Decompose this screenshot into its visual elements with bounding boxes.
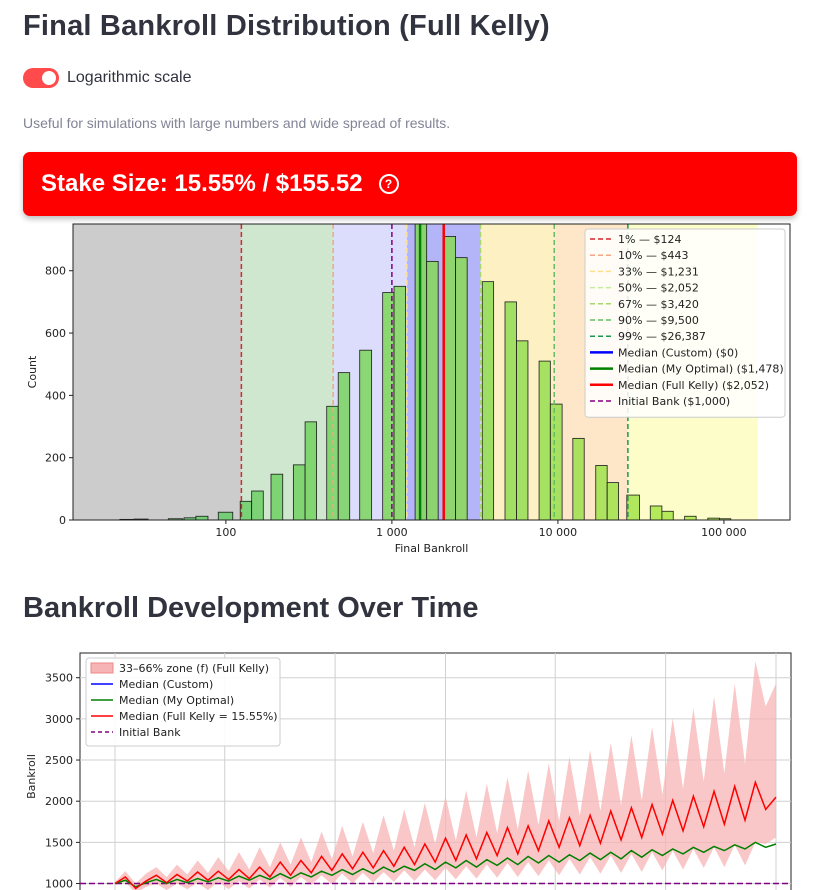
legend-box <box>85 657 281 747</box>
legend-label: Median (Custom) <box>119 678 213 691</box>
legend-label: 99% — $26,387 <box>618 330 706 343</box>
log-scale-label: Logarithmic scale <box>67 69 192 86</box>
y-axis-label: Bankroll <box>25 754 38 799</box>
median-my-optimal-line <box>114 841 777 888</box>
legend-label: 10% — $443 <box>618 249 688 262</box>
page-title: Final Bankroll Distribution (Full Kelly) <box>23 10 550 42</box>
x-tick-label: 100 <box>215 526 236 539</box>
legend-label: Initial Bank ($1,000) <box>618 395 730 408</box>
histogram-legend: 1% — $124 10% — $443 33% — $1,231 50% — $2,… <box>584 228 786 418</box>
y-tick-label: 0 <box>59 514 66 527</box>
histogram-bar <box>382 292 395 520</box>
legend-label: 50% — $2,052 <box>618 282 699 295</box>
log-scale-toggle[interactable] <box>23 68 59 88</box>
histogram-bar <box>661 510 674 520</box>
y-tick-label: 800 <box>45 265 66 278</box>
histogram-bar <box>304 421 318 520</box>
y-tick-label: 2500 <box>45 754 73 767</box>
kelly-33-66-zone <box>115 661 776 890</box>
percentile-zone-1 <box>241 224 334 520</box>
histogram-bar <box>549 403 563 520</box>
legend-label: Median (Full Kelly = 15.55%) <box>119 710 278 723</box>
y-tick-label: 400 <box>45 389 66 402</box>
x-tick-label: 10 000 <box>539 526 578 539</box>
histogram-bar <box>684 515 697 520</box>
log-scale-toggle-row[interactable]: Logarithmic scale <box>23 68 192 88</box>
histogram-bar <box>443 236 457 520</box>
legend-box <box>584 228 786 418</box>
final-bankroll-histogram: 0 200 400 600 800 100 1 000 10 000 100 000 Final … <box>26 223 791 555</box>
y-tick-label: 600 <box>45 327 66 340</box>
x-axis-label: Final Bankroll <box>395 542 469 555</box>
y-tick-label: 1500 <box>45 836 73 849</box>
histogram-bar <box>270 473 284 520</box>
stake-size-banner: Stake Size: 15.55% / $155.52 ? <box>23 152 797 216</box>
bankroll-development-chart: 1000 1500 2000 2500 3000 3500 Bankroll 33–66% z… <box>25 652 792 890</box>
histogram-bar <box>217 511 234 520</box>
percentile-zone-0 <box>73 224 242 520</box>
y-tick-label: 3500 <box>45 672 73 685</box>
histogram-bar <box>538 360 551 520</box>
legend-label: 33–66% zone (f) (Full Kelly) <box>119 662 269 675</box>
x-tick-label: 100 000 <box>701 526 747 539</box>
legend-label: Median (Full Kelly) ($2,052) <box>618 379 769 392</box>
histogram-bar <box>606 482 619 520</box>
caption: Useful for simulations with large number… <box>23 115 451 131</box>
histogram-bar <box>455 257 468 520</box>
histogram-bar <box>481 281 495 520</box>
legend-label: 1% — $124 <box>618 233 681 246</box>
y-tick-label: 1000 <box>45 878 73 890</box>
histogram-bar <box>504 301 517 520</box>
y-tick-label: 200 <box>45 452 66 465</box>
histogram-bar <box>167 518 184 520</box>
y-tick-label: 3000 <box>45 713 73 726</box>
stake-size-text: Stake Size: 15.55% / $155.52 <box>41 170 363 197</box>
histogram-bar <box>516 340 529 520</box>
histogram-bar <box>595 465 608 520</box>
y-tick-label: 2000 <box>45 795 73 808</box>
histogram-bar <box>251 490 264 520</box>
histogram-bar <box>426 260 439 520</box>
legend-label: Initial Bank <box>119 726 181 739</box>
section-title-development: Bankroll Development Over Time <box>23 592 479 624</box>
line-legend: 33–66% zone (f) (Full Kelly) Median (Cust… <box>85 657 281 747</box>
plot-frame <box>72 223 791 521</box>
histogram-bar <box>292 464 306 520</box>
histogram-bar <box>393 285 407 520</box>
histogram-bar <box>326 405 339 520</box>
legend-label: Median (My Optimal) <box>119 694 234 707</box>
y-axis-label: Count <box>26 355 39 388</box>
legend-label: 33% — $1,231 <box>618 265 699 278</box>
legend-label: 90% — $9,500 <box>618 314 699 327</box>
histogram-bar <box>359 349 373 520</box>
legend-label: Median (Custom) ($0) <box>618 346 738 359</box>
legend-label: 67% — $3,420 <box>618 298 699 311</box>
legend-swatch <box>90 662 114 674</box>
help-circle-icon[interactable]: ? <box>378 174 399 194</box>
histogram-bar <box>337 372 351 520</box>
toggle-knob <box>42 71 56 85</box>
histogram-bar <box>626 494 640 520</box>
median-full-kelly-line <box>114 779 777 890</box>
histogram-bar <box>572 437 585 520</box>
x-tick-label: 1 000 <box>376 526 408 539</box>
histogram-bar <box>195 515 209 520</box>
legend-label: Median (My Optimal) ($1,478) <box>618 363 784 376</box>
histogram-bar <box>719 518 732 520</box>
histogram-bar <box>649 505 663 520</box>
